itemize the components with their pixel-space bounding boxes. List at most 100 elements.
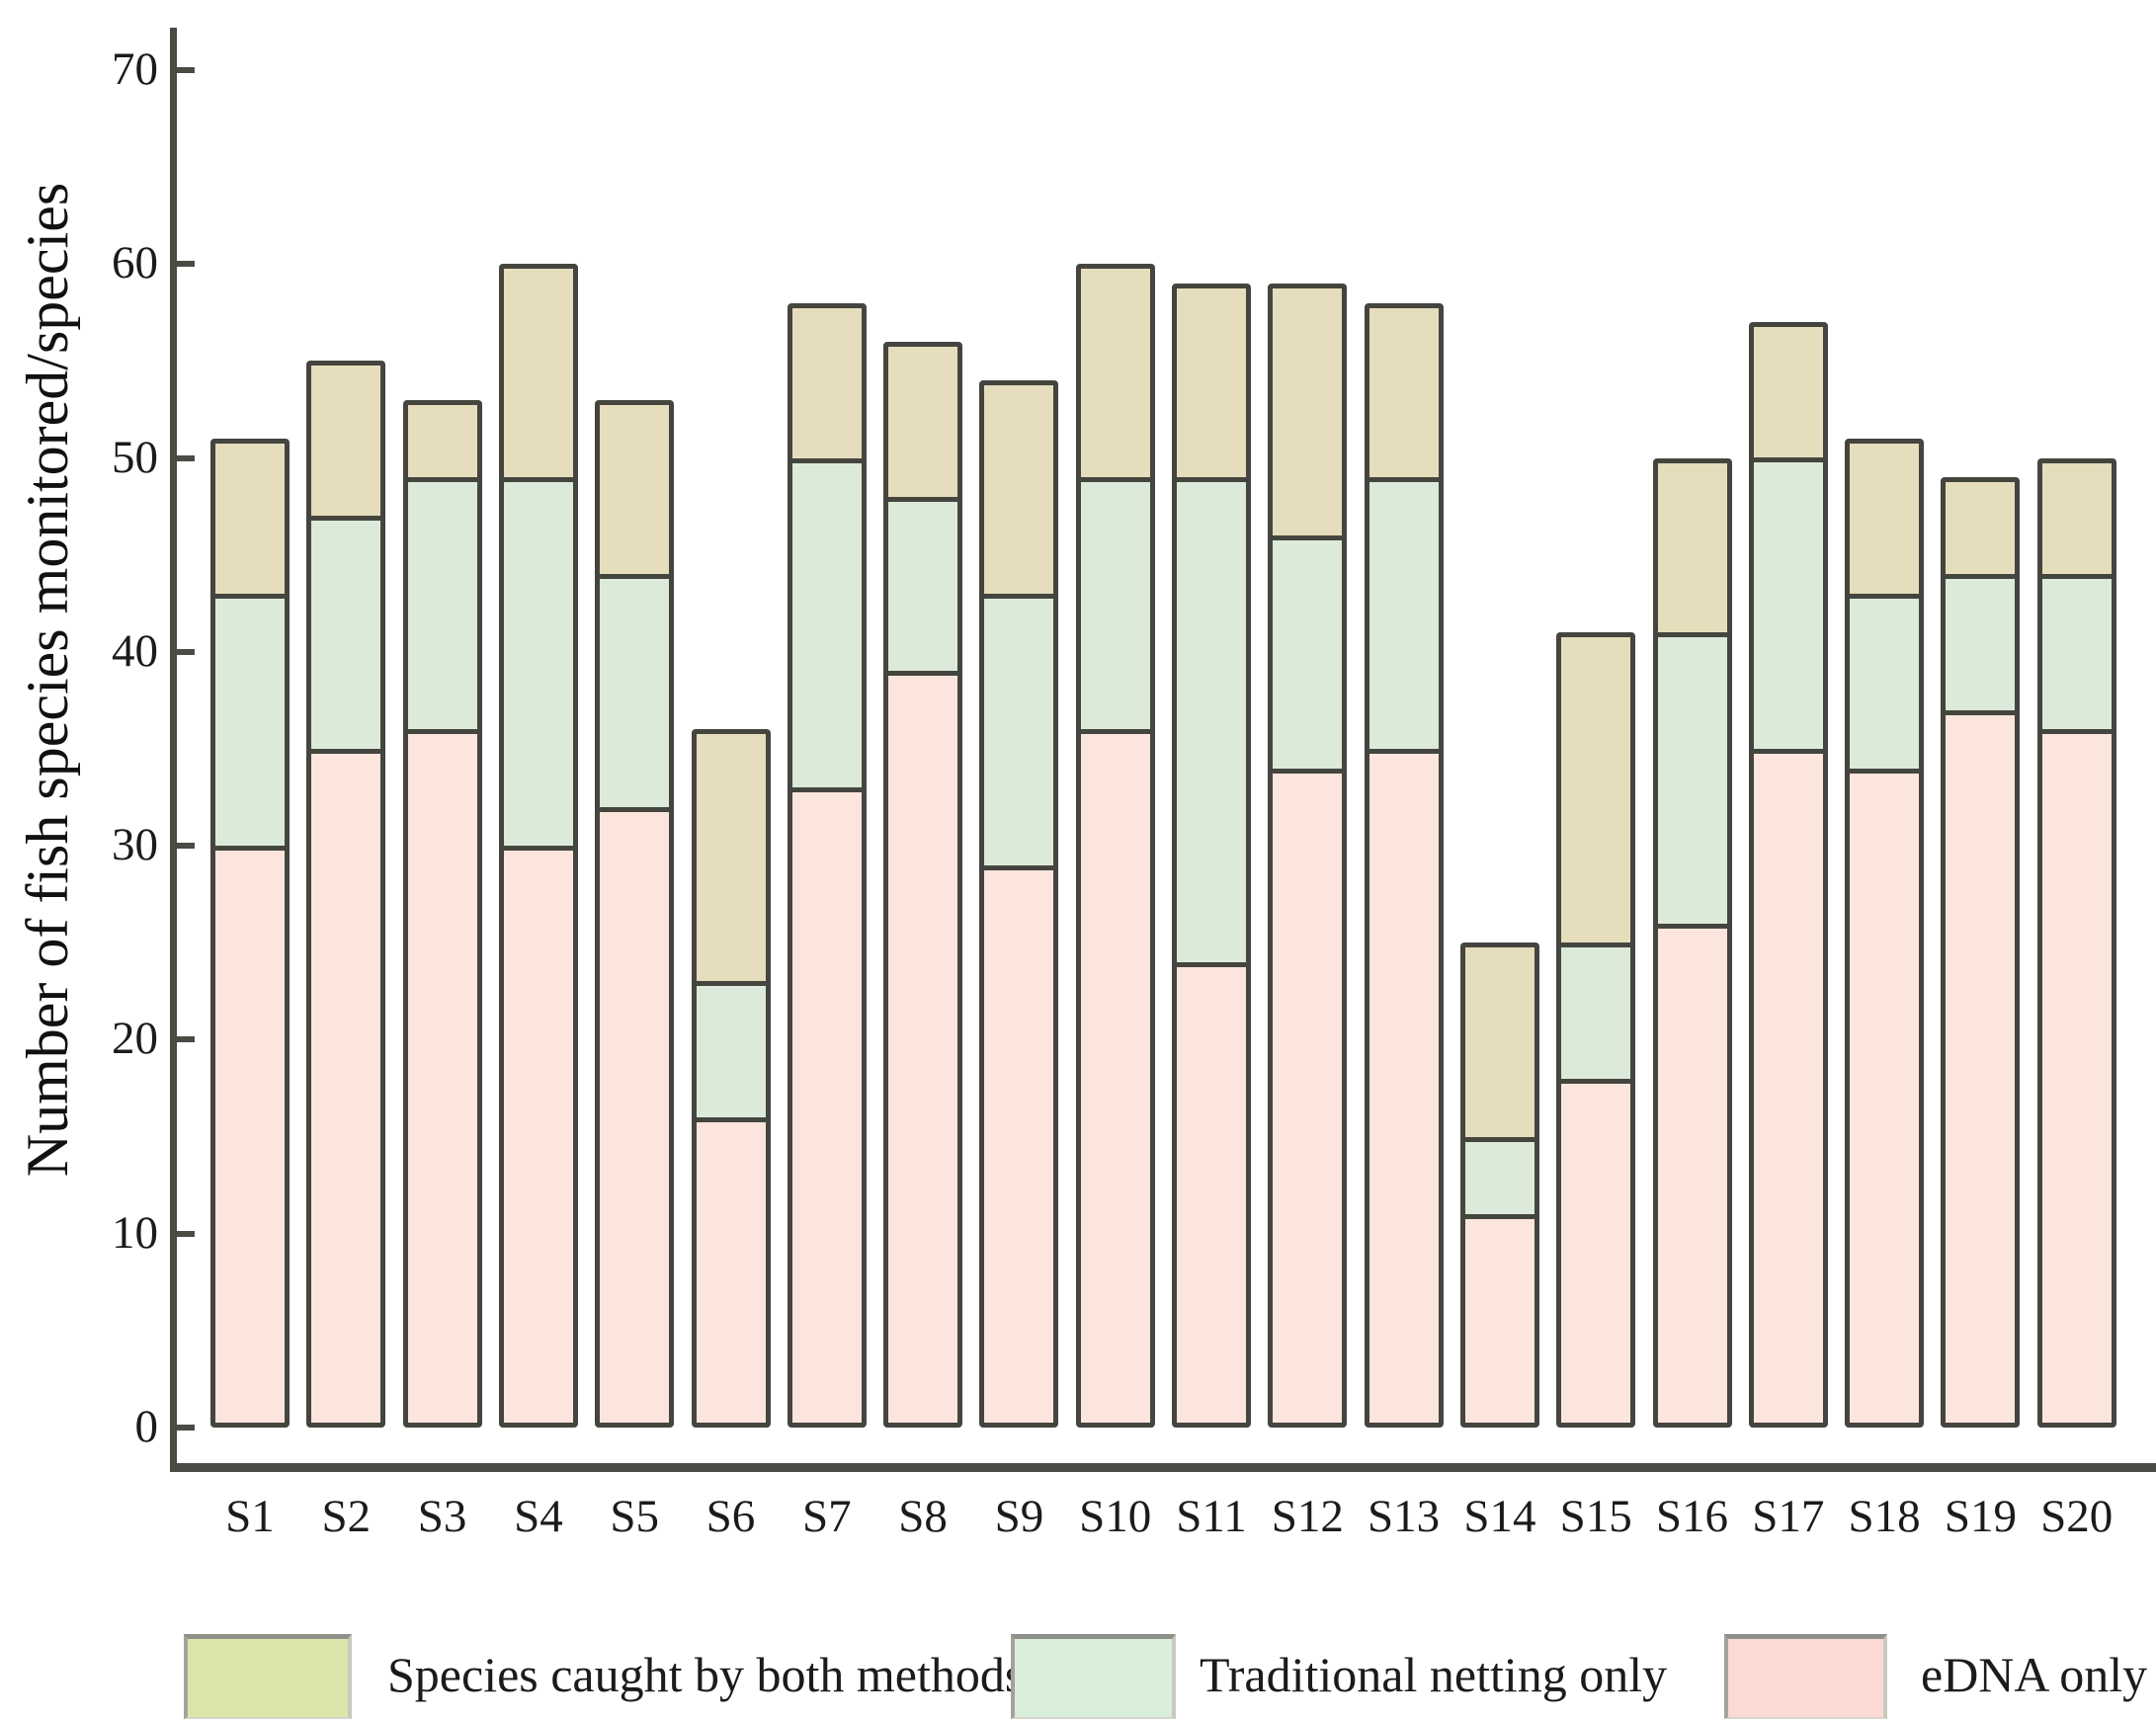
bar-S20-segment-both-methods bbox=[2041, 462, 2112, 580]
x-tick-label-S9: S9 bbox=[994, 1491, 1044, 1542]
bar-S2 bbox=[306, 361, 386, 1428]
x-tick-label-S10: S10 bbox=[1079, 1491, 1152, 1542]
y-tick-label-10: 10 bbox=[112, 1206, 158, 1259]
y-tick-label-50: 50 bbox=[112, 431, 158, 483]
y-tick-10 bbox=[177, 1230, 195, 1237]
bar-S7-segment-both-methods bbox=[791, 307, 862, 463]
bar-S19-segment-both-methods bbox=[1946, 482, 2016, 580]
x-tick-label-S17: S17 bbox=[1752, 1491, 1825, 1542]
bar-S17 bbox=[1748, 322, 1828, 1428]
y-tick-label-40: 40 bbox=[112, 624, 158, 677]
bar-S18 bbox=[1845, 438, 1925, 1428]
bar-S20 bbox=[2036, 457, 2116, 1428]
y-tick-label-30: 30 bbox=[112, 819, 158, 871]
bar-S8-segment-both-methods bbox=[888, 346, 958, 502]
bar-S4-segment-both-methods bbox=[503, 269, 573, 483]
bar-S5-segment-both-methods bbox=[600, 404, 670, 580]
y-tick-40 bbox=[177, 648, 195, 655]
x-tick-label-S20: S20 bbox=[2040, 1491, 2114, 1542]
bar-S16-segment-netting-only bbox=[1657, 637, 1727, 929]
bar-S14-segment-netting-only bbox=[1464, 1141, 1534, 1220]
bar-S18-segment-both-methods bbox=[1850, 443, 1920, 599]
bar-S9-segment-both-methods bbox=[984, 385, 1054, 599]
bar-S7 bbox=[787, 302, 867, 1428]
bar-S11-segment-netting-only bbox=[1177, 482, 1246, 967]
x-axis-line bbox=[170, 1463, 2156, 1472]
x-tick-label-S14: S14 bbox=[1463, 1491, 1536, 1542]
bar-S10-segment-netting-only bbox=[1080, 482, 1150, 735]
bar-S20-segment-netting-only bbox=[2041, 579, 2112, 735]
legend-label-3: eDNA only bbox=[1921, 1647, 2148, 1702]
y-tick-label-60: 60 bbox=[112, 237, 158, 289]
bar-S3-segment-netting-only bbox=[407, 482, 477, 735]
y-tick-label-70: 70 bbox=[112, 42, 158, 95]
bar-S16-segment-both-methods bbox=[1657, 462, 1727, 638]
x-tick-label-S7: S7 bbox=[801, 1491, 852, 1542]
x-tick-label-S3: S3 bbox=[417, 1491, 467, 1542]
legend-swatch-3 bbox=[1724, 1634, 1887, 1719]
bar-S17-segment-netting-only bbox=[1753, 462, 1823, 754]
bar-S15-segment-netting-only bbox=[1561, 947, 1631, 1084]
bar-S17-segment-both-methods bbox=[1753, 327, 1823, 463]
bar-S12-segment-both-methods bbox=[1273, 287, 1343, 540]
bar-S1-segment-netting-only bbox=[215, 598, 285, 852]
legend-swatch-2 bbox=[1011, 1634, 1176, 1719]
y-tick-20 bbox=[177, 1036, 195, 1043]
bar-S14 bbox=[1459, 942, 1539, 1429]
bar-S12-segment-netting-only bbox=[1273, 539, 1343, 774]
bar-S9 bbox=[979, 380, 1059, 1428]
x-tick-label-S6: S6 bbox=[705, 1491, 756, 1542]
x-tick-label-S19: S19 bbox=[1944, 1491, 2017, 1542]
bar-S5 bbox=[595, 399, 675, 1428]
legend-label-1: Species caught by both methods bbox=[387, 1647, 1025, 1702]
bar-S1 bbox=[210, 438, 290, 1428]
x-tick-label-S1: S1 bbox=[225, 1491, 275, 1542]
bar-S4 bbox=[498, 264, 578, 1428]
bar-S3-segment-both-methods bbox=[407, 404, 477, 483]
bar-S4-segment-netting-only bbox=[503, 482, 573, 852]
legend-label-2: Traditional netting only bbox=[1200, 1647, 1668, 1702]
y-tick-70 bbox=[177, 66, 195, 73]
y-tick-0 bbox=[177, 1425, 195, 1431]
bar-S13-segment-netting-only bbox=[1368, 482, 1439, 754]
bar-S6 bbox=[691, 729, 771, 1428]
y-tick-50 bbox=[177, 454, 195, 461]
x-tick-label-S5: S5 bbox=[610, 1491, 659, 1542]
bar-S19-segment-netting-only bbox=[1946, 579, 2016, 715]
bar-S15 bbox=[1556, 632, 1636, 1428]
x-tick-label-S2: S2 bbox=[321, 1491, 372, 1542]
bar-S12 bbox=[1268, 283, 1348, 1428]
y-axis-line bbox=[170, 28, 177, 1472]
x-tick-label-S13: S13 bbox=[1368, 1491, 1441, 1542]
bar-S3 bbox=[402, 399, 482, 1428]
bar-S2-segment-both-methods bbox=[311, 366, 381, 522]
x-tick-label-S12: S12 bbox=[1271, 1491, 1344, 1542]
bar-S9-segment-netting-only bbox=[984, 598, 1054, 870]
bar-S13 bbox=[1364, 302, 1444, 1428]
bar-S6-segment-netting-only bbox=[696, 986, 766, 1122]
bar-S16 bbox=[1652, 457, 1732, 1428]
y-tick-label-20: 20 bbox=[112, 1013, 158, 1065]
bar-S19 bbox=[1941, 477, 2021, 1428]
bar-S8 bbox=[883, 341, 963, 1428]
y-tick-30 bbox=[177, 843, 195, 850]
bar-S1-segment-both-methods bbox=[215, 443, 285, 599]
y-tick-60 bbox=[177, 261, 195, 268]
bar-S14-segment-both-methods bbox=[1464, 947, 1534, 1142]
x-tick-label-S16: S16 bbox=[1655, 1491, 1729, 1542]
bar-S7-segment-netting-only bbox=[791, 462, 862, 793]
x-tick-label-S4: S4 bbox=[514, 1491, 563, 1542]
bar-S11-segment-both-methods bbox=[1177, 287, 1246, 483]
x-tick-label-S15: S15 bbox=[1559, 1491, 1632, 1542]
bar-S11 bbox=[1172, 283, 1251, 1428]
bar-S2-segment-netting-only bbox=[311, 521, 381, 754]
bar-S6-segment-both-methods bbox=[696, 734, 766, 987]
x-tick-label-S18: S18 bbox=[1848, 1491, 1921, 1542]
bar-S18-segment-netting-only bbox=[1850, 598, 1920, 774]
bar-S8-segment-netting-only bbox=[888, 501, 958, 677]
x-tick-label-S8: S8 bbox=[898, 1491, 948, 1542]
bar-S10 bbox=[1075, 264, 1155, 1428]
bar-S5-segment-netting-only bbox=[600, 579, 670, 812]
bar-S10-segment-both-methods bbox=[1080, 269, 1150, 483]
